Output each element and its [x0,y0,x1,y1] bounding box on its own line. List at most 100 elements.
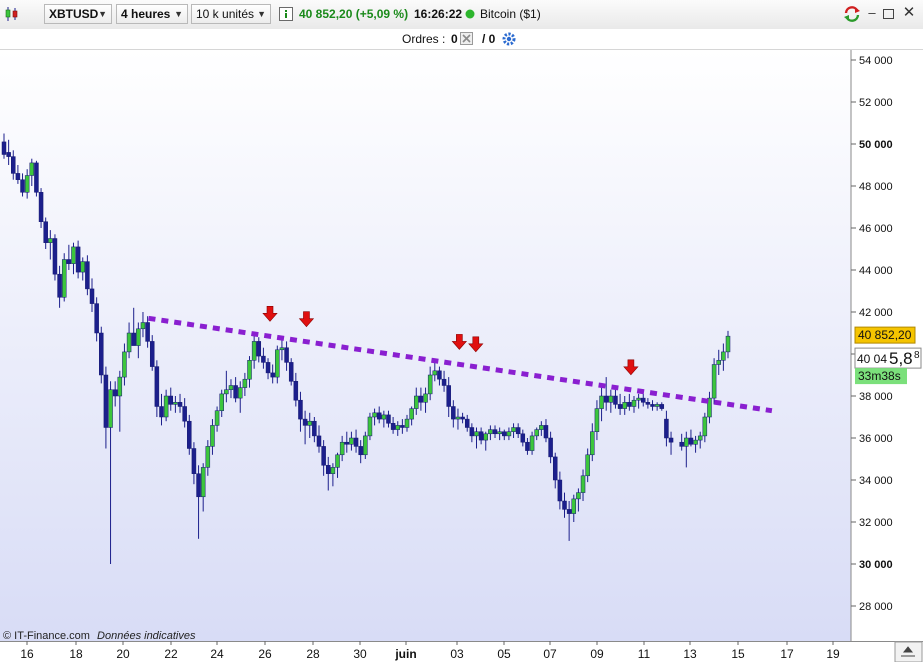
red-arrow-marker [298,311,315,328]
candle-body [469,427,475,437]
red-arrow-marker [451,334,468,350]
chevron-down-icon: ▼ [174,9,183,19]
price-tags: 40 852,20 40 04 5,8 8 33m38s [854,326,922,385]
candle-body [89,288,95,304]
units-select[interactable]: 10 k unités ▼ [191,4,271,24]
cancel-orders-icon[interactable] [460,32,473,45]
countdown-tag [855,368,907,385]
y-tick-label: 32 000 [859,517,893,529]
x-axis-ticks: 16 18 20 22 24 26 28 30 juin 03 05 07 09 11 13 15 17 19 [20,641,840,661]
candle-body [446,385,451,407]
candle-body [191,448,197,474]
candle-body [585,454,590,477]
minimize-icon[interactable]: – [868,5,876,20]
countdown-label: 33m38s [858,369,901,383]
candle-body [38,192,44,222]
price-chart[interactable]: 54 000 52 000 50 000 48 000 46 000 44 000 42 0… [0,50,923,662]
x-tick-label: 28 [306,647,320,661]
gear-icon[interactable] [501,31,517,47]
candle-body [173,402,178,405]
candle-body [256,341,262,357]
candle-body [196,473,201,498]
candle-body [237,387,243,399]
candle-body [307,420,312,426]
info-icon[interactable] [279,7,293,21]
candle-body [326,465,331,474]
trendline [148,315,773,414]
candle-body [376,412,382,420]
candle-body [474,431,479,437]
candle-body [427,374,433,395]
candle-body [645,402,651,405]
y-tick-label: 34 000 [859,475,893,487]
y-tick-label: 50 000 [859,139,893,151]
candle-body [492,429,498,435]
candle-body [103,374,109,428]
candle-body [233,385,238,399]
candle-body [455,416,461,420]
y-tick-label: 38 000 [859,391,893,403]
candle-body [339,441,345,456]
scroll-corner-button[interactable] [894,641,923,662]
candle-body [562,500,567,510]
candle-body [576,492,581,500]
last-price-tag [854,326,916,344]
timeframe-select[interactable]: 4 heures ▼ [116,4,188,24]
candle-body [154,366,160,407]
candle-body [566,509,572,514]
orders-count-a: 0 [451,32,458,46]
close-icon[interactable]: ✕ [902,4,916,21]
candle-body [711,364,717,399]
orders-count-b: / 0 [482,32,496,46]
candlestick-logo-icon[interactable] [4,6,20,22]
candle-body [409,408,414,420]
candle-body [679,441,684,447]
candle-body [61,259,67,298]
candle-body [20,179,25,193]
x-tick-label: 30 [353,647,367,661]
candle-body [636,397,641,401]
y-tick-label: 42 000 [859,307,893,319]
x-tick-label: 15 [731,647,745,661]
candle-body [716,360,721,365]
candle-body [34,162,39,193]
y-tick-label: 46 000 [859,223,893,235]
cursor-price-big: 5,8 [889,349,913,368]
x-tick-label: 03 [450,647,464,661]
x-tick-label: 26 [258,647,272,661]
candle-body [608,395,614,403]
clock-time: 16:26:22 [414,7,463,21]
candle-body [136,328,141,346]
candle-body [228,385,234,390]
refresh-icon[interactable] [843,5,861,23]
maximize-icon[interactable] [883,9,894,19]
candle-body [117,376,123,397]
candle-body [11,156,16,174]
candle-body [108,389,113,428]
candle-body [702,416,708,437]
candle-body [279,347,285,351]
copyright-source: © IT-Finance.com [3,630,90,642]
candle-body [187,420,192,449]
candle-body [441,378,447,386]
y-axis-ticks: 54 000 52 000 50 000 48 000 46 000 44 000 42 0… [851,55,893,613]
candle-body [613,395,618,405]
candle-body [483,433,489,441]
candle-body [15,173,21,180]
candle-body [668,437,674,443]
candle-body [1,141,7,155]
candle-body [603,395,609,403]
candle-body [641,397,646,403]
candle-body [386,414,391,424]
x-tick-label: 09 [590,647,604,661]
candle-body [52,238,58,275]
candle-body [112,389,118,397]
candle-body [66,259,72,264]
candle-body [293,381,299,401]
candle-body [177,402,183,407]
copyright-note: Données indicatives [97,630,196,642]
symbol-select[interactable]: XBTUSD ▼ [44,4,112,24]
candle-body [94,303,99,334]
candle-body [140,322,146,330]
x-tick-label: 20 [116,647,130,661]
